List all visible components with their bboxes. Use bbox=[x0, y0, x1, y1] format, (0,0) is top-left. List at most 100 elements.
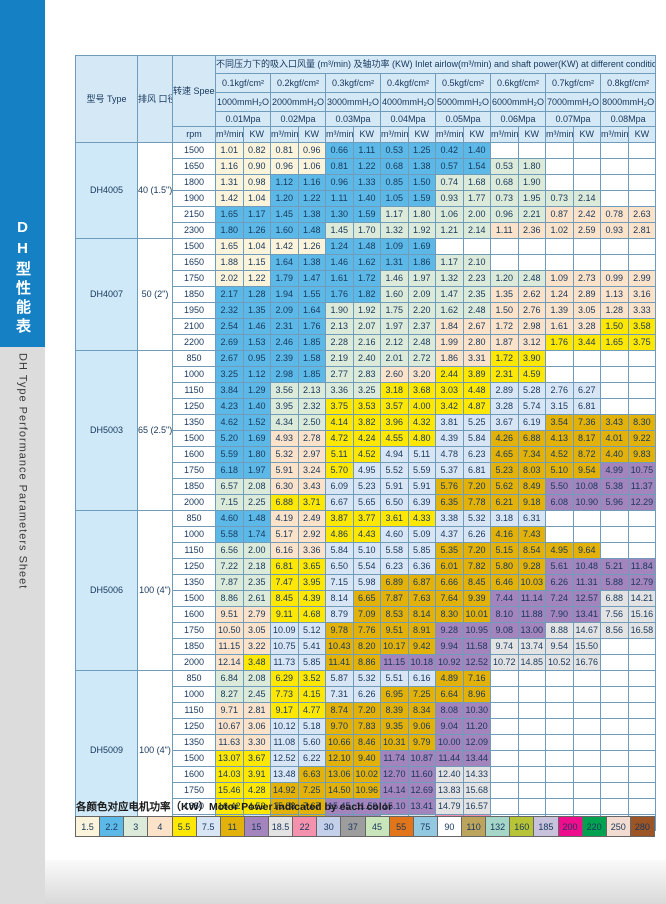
shaft-power-cell: 7.43 bbox=[517, 526, 546, 543]
airflow-cell: 5.23 bbox=[490, 462, 519, 479]
airflow-cell: 12.14 bbox=[215, 654, 244, 671]
shaft-power-cell: 2.49 bbox=[297, 510, 326, 527]
airflow-cell bbox=[600, 350, 629, 367]
shaft-power-cell: 11.58 bbox=[462, 638, 491, 655]
shaft-power-cell: 12.09 bbox=[462, 734, 491, 751]
shaft-power-cell bbox=[517, 238, 546, 255]
shaft-power-cell: 15.50 bbox=[572, 638, 601, 655]
airflow-cell: 9.04 bbox=[435, 718, 464, 735]
shaft-power-cell: 5.74 bbox=[517, 398, 546, 415]
shaft-power-cell: 7.63 bbox=[407, 590, 436, 607]
mmh2o-header: 1000mmH₂O bbox=[215, 92, 271, 112]
shaft-power-cell: 5.09 bbox=[407, 526, 436, 543]
shaft-power-cell: 0.90 bbox=[242, 158, 271, 175]
shaft-power-cell: 14.33 bbox=[462, 766, 491, 783]
table-row: 2000 12.14 3.48 11.73 5.85 11.41 8.86 11.15 10.1… bbox=[76, 654, 657, 671]
airflow-cell: 4.16 bbox=[490, 526, 519, 543]
airflow-cell: 14.79 bbox=[435, 798, 464, 815]
shaft-power-cell: 1.55 bbox=[297, 286, 326, 303]
shaft-power-cell bbox=[572, 350, 601, 367]
port-dia-cell: 40 (1.5") bbox=[137, 142, 173, 239]
shaft-power-cell: 3.68 bbox=[407, 382, 436, 399]
airflow-cell: 4.26 bbox=[490, 430, 519, 447]
airflow-cell bbox=[600, 654, 629, 671]
shaft-power-cell: 10.02 bbox=[352, 766, 381, 783]
airflow-cell bbox=[545, 238, 574, 255]
shaft-power-cell: 2.08 bbox=[242, 670, 271, 687]
airflow-cell: 11.15 bbox=[380, 654, 409, 671]
shaft-power-cell: 6.81 bbox=[572, 398, 601, 415]
airflow-cell: 5.21 bbox=[600, 558, 629, 575]
airflow-cell: 1.76 bbox=[325, 286, 354, 303]
airflow-cell: 1.42 bbox=[270, 238, 299, 255]
shaft-power-cell bbox=[627, 238, 657, 255]
shaft-power-cell bbox=[627, 798, 657, 815]
shaft-power-cell: 4.59 bbox=[517, 366, 546, 383]
airflow-cell: 8.79 bbox=[325, 606, 354, 623]
legend-swatch: 55 bbox=[389, 816, 414, 837]
airflow-cell: 1.12 bbox=[270, 174, 299, 191]
model-cell: DH5009 bbox=[75, 670, 138, 831]
airflow-cell bbox=[545, 366, 574, 383]
model-cell: DH4005 bbox=[75, 142, 138, 239]
port-dia-cell: 100 (4") bbox=[137, 670, 173, 831]
airflow-cell bbox=[490, 782, 519, 799]
airflow-cell: 7.24 bbox=[545, 590, 574, 607]
airflow-cell: 0.78 bbox=[600, 206, 629, 223]
shaft-power-cell: 3.12 bbox=[517, 334, 546, 351]
table-row: 1650 1.88 1.15 1.64 1.38 1.46 1.62 1.31 1.86 1.17… bbox=[76, 254, 657, 271]
airflow-cell: 5.88 bbox=[600, 574, 629, 591]
airflow-cell: 10.52 bbox=[545, 654, 574, 671]
airflow-cell: 9.70 bbox=[325, 718, 354, 735]
airflow-cell: 6.64 bbox=[435, 686, 464, 703]
airflow-cell bbox=[545, 142, 574, 159]
shaft-power-cell: 7.36 bbox=[572, 414, 601, 431]
airflow-cell bbox=[600, 158, 629, 175]
airflow-cell: 2.60 bbox=[380, 366, 409, 383]
shaft-power-cell: 3.89 bbox=[462, 366, 491, 383]
shaft-power-cell: 6.22 bbox=[297, 750, 326, 767]
airflow-cell: 1.72 bbox=[490, 318, 519, 335]
speed-cell: 1600 bbox=[172, 446, 216, 463]
airflow-cell: 14.92 bbox=[270, 782, 299, 799]
shaft-power-cell: 13.41 bbox=[407, 798, 436, 815]
mmh2o-header: 3000mmH₂O bbox=[325, 92, 381, 112]
airflow-cell: 4.40 bbox=[600, 446, 629, 463]
airflow-cell: 0.93 bbox=[435, 190, 464, 207]
speed-cell: 1900 bbox=[172, 190, 216, 207]
shaft-power-cell: 2.80 bbox=[462, 334, 491, 351]
shaft-power-cell bbox=[572, 238, 601, 255]
shaft-power-cell: 3.91 bbox=[242, 766, 271, 783]
shaft-power-cell: 1.46 bbox=[242, 318, 271, 335]
airflow-cell bbox=[490, 734, 519, 751]
airflow-cell: 1.11 bbox=[325, 190, 354, 207]
speed-cell: 1750 bbox=[172, 462, 216, 479]
shaft-power-cell: 1.54 bbox=[462, 158, 491, 175]
airflow-cell: 2.01 bbox=[380, 350, 409, 367]
legend-swatch: 37 bbox=[341, 816, 366, 837]
airflow-cell bbox=[600, 798, 629, 815]
shaft-power-cell: 3.90 bbox=[517, 350, 546, 367]
shaft-power-cell: 6.87 bbox=[407, 574, 436, 591]
airflow-cell: 6.16 bbox=[270, 542, 299, 559]
shaft-power-cell: 7.34 bbox=[517, 446, 546, 463]
airflow-cell: 10.31 bbox=[380, 734, 409, 751]
shaft-power-cell: 4.43 bbox=[352, 526, 381, 543]
airflow-cell: 8.74 bbox=[325, 702, 354, 719]
shaft-power-cell bbox=[572, 366, 601, 383]
airflow-cell bbox=[600, 190, 629, 207]
table-row: 1350 4.62 1.52 4.34 2.50 4.14 3.82 3.96 4.32 3.81… bbox=[76, 414, 657, 431]
pressure-header: 0.6kgf/cm² bbox=[490, 73, 546, 93]
shaft-power-cell: 3.25 bbox=[352, 382, 381, 399]
airflow-cell bbox=[490, 670, 519, 687]
airflow-cell: 0.66 bbox=[325, 142, 354, 159]
shaft-power-cell: 12.57 bbox=[572, 590, 601, 607]
mmh2o-header: 4000mmH₂O bbox=[380, 92, 436, 112]
airflow-cell: 8.45 bbox=[270, 590, 299, 607]
airflow-cell: 1.28 bbox=[600, 302, 629, 319]
airflow-cell: 4.19 bbox=[270, 510, 299, 527]
shaft-power-cell: 5.85 bbox=[297, 654, 326, 671]
port-dia-cell: 50 (2") bbox=[137, 238, 173, 351]
shaft-power-cell: 14.21 bbox=[627, 590, 657, 607]
